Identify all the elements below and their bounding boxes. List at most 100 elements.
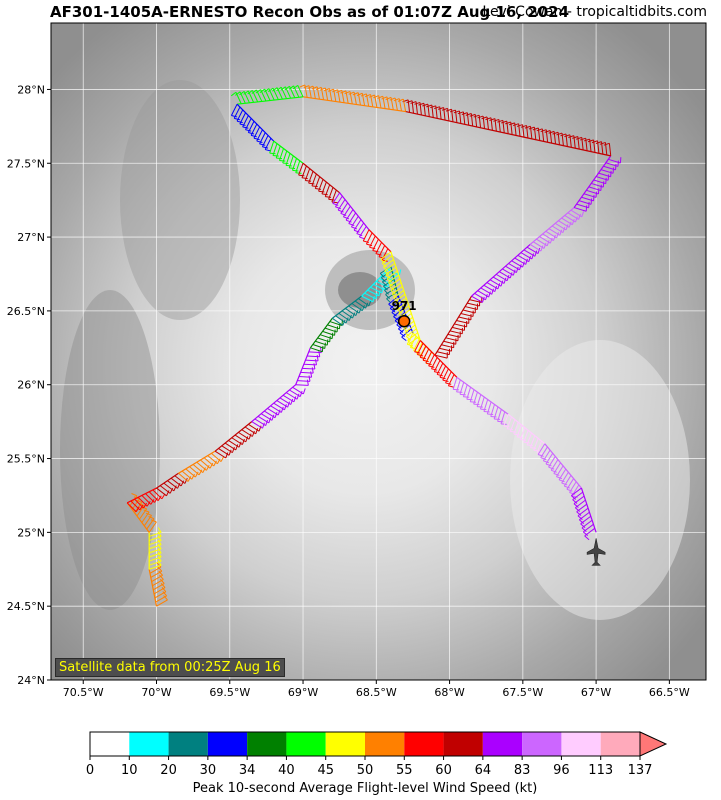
wind-barb [580,515,592,525]
lat-label: 24.5°N [7,600,45,613]
wind-barb-flag [326,339,329,346]
wind-barb [151,574,163,583]
wind-barb [584,527,596,537]
wind-barb-flag [348,314,352,321]
wind-barb-flag [315,359,317,366]
wind-barb [149,544,162,550]
wind-barb [449,330,463,335]
wind-barb [286,392,298,400]
wind-barb-flag [548,466,555,470]
wind-barb-flag [173,485,177,492]
wind-barb [537,127,541,141]
wind-barb [386,96,390,110]
wind-barb-flag [163,595,168,601]
wind-barb-flag [191,473,195,480]
wind-barb [462,111,466,125]
track-segment [471,244,531,297]
wind-barb [380,251,392,260]
wind-barb-flag [501,120,507,124]
wind-barb [456,379,461,393]
wind-barb-flag [381,287,384,294]
wind-barb-flag [482,296,485,303]
wind-barb [570,209,583,218]
wind-barb-flag [241,438,245,445]
wind-barb-flag [321,193,328,196]
map-title: AF301-1405A-ERNESTO Recon Obs as of 01:0… [50,3,570,21]
wind-barb [298,376,312,378]
wind-barb-flag [595,141,602,144]
wind-barb [428,354,435,367]
wind-barb-flag [381,262,387,268]
wind-barb [278,148,284,161]
wind-barb [529,126,533,139]
wind-barb-flag [506,275,510,281]
wind-barb-flag [576,511,582,516]
wind-barb [542,233,554,241]
wind-barb [456,319,469,324]
colorbar-tick-label: 40 [278,763,295,778]
wind-barb [569,134,572,148]
wind-barb [427,104,430,117]
wind-barb-flag [180,480,185,487]
flight-track [126,84,622,607]
wind-barb-flag [552,131,559,135]
wind-barb-flag [457,111,464,115]
wind-barb [178,472,189,482]
wind-barb-flag [531,253,535,260]
wind-barb-flag [481,116,488,120]
wind-barb-flag [156,562,162,568]
wind-barb-flag [566,488,573,492]
wind-barb [288,155,294,169]
colorbar-tick-label: 10 [121,763,138,778]
wind-barb-flag [449,109,456,113]
wind-barb-flag [524,125,531,129]
colorbar-swatch [129,732,169,756]
wind-barb [454,323,467,328]
wind-barb [586,189,599,195]
wind-barb [253,126,261,139]
wind-barb [482,115,486,129]
wind-barb-flag [340,90,347,94]
wind-barb-flag [154,497,159,503]
wind-barb-flag [160,582,166,588]
lat-label: 27.5°N [7,157,45,170]
lon-label: 67°W [581,686,611,699]
wind-barb [516,424,522,438]
wind-barb [342,205,351,218]
wind-barb-flag [135,506,140,513]
wind-barb-flag [398,328,404,333]
wind-barb-flag [247,90,253,95]
wind-barb-flag [388,303,394,309]
wind-barb [332,317,344,326]
wind-barb [264,88,271,101]
wind-barb [533,127,537,140]
wind-barb [389,278,401,287]
wind-barb [149,531,162,537]
wind-barb-flag [381,96,388,100]
wind-barb [564,215,576,223]
wind-barb [285,153,291,166]
wind-barb-flag [442,379,449,383]
wind-barb-flag [599,141,606,145]
wind-barb [435,105,438,119]
wind-barb-flag [225,452,229,459]
wind-barb-flag [340,212,347,216]
wind-barb-flag [417,354,424,357]
wind-barb-flag [469,113,476,117]
wind-barb [480,287,492,295]
wind-barb-flag [577,515,583,520]
wind-barb [541,128,545,142]
track-segment [302,96,406,113]
wind-barb-flag [238,441,242,448]
wind-barb-flag [146,501,151,507]
wind-barb-flag [584,535,590,541]
wind-barb-flag [528,126,535,130]
wind-barb-flag [234,117,240,121]
wind-barb [493,406,499,420]
wind-barb-flag [369,246,376,250]
track-segment [405,110,509,135]
wind-barb [416,342,423,355]
wind-barb [477,290,489,298]
wind-barb-flag [426,104,433,108]
lat-label: 25.5°N [7,453,45,466]
